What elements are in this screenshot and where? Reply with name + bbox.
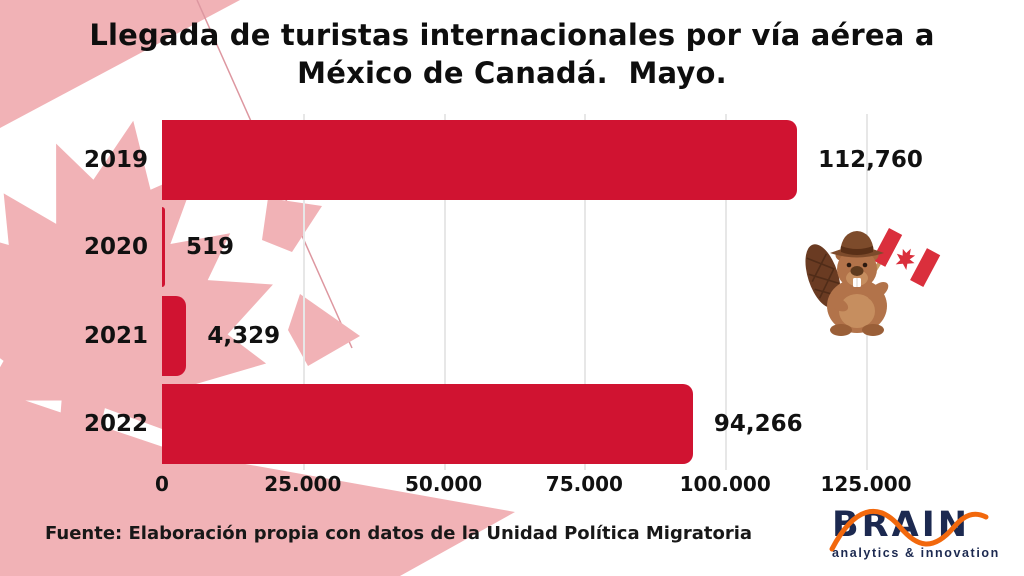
bar-value-2019: 112,760 bbox=[818, 147, 923, 173]
x-tick-75000: 75.000 bbox=[545, 472, 623, 496]
bar-2019 bbox=[162, 120, 798, 200]
gridline-100000 bbox=[725, 114, 728, 470]
x-tick-125000: 125.000 bbox=[820, 472, 912, 496]
year-label-2020: 2020 bbox=[83, 234, 148, 260]
bar-value-2020: 519 bbox=[186, 234, 235, 260]
chart-title-line1: Llegada de turistas internacionales por … bbox=[89, 18, 935, 52]
bar-2022 bbox=[162, 384, 693, 464]
x-tick-0: 0 bbox=[155, 472, 169, 496]
x-tick-100000: 100.000 bbox=[679, 472, 771, 496]
bar-value-2021: 4,329 bbox=[207, 323, 281, 349]
chart-title: Llegada de turistas internacionales por … bbox=[0, 16, 1024, 92]
x-tick-50000: 50.000 bbox=[405, 472, 483, 496]
bar-row-2020: 2020 519 bbox=[0, 207, 1024, 287]
bar-2021 bbox=[162, 296, 187, 376]
x-tick-25000: 25.000 bbox=[264, 472, 342, 496]
source-note: Fuente: Elaboración propia con datos de … bbox=[45, 523, 753, 544]
brain-logo-tagline: analytics & innovation bbox=[832, 546, 1000, 560]
brain-logo-text: BRAIN bbox=[832, 505, 971, 545]
gridline-50000 bbox=[443, 114, 446, 470]
gridline-25000 bbox=[302, 114, 305, 470]
beaver-mascot-icon bbox=[805, 228, 941, 336]
bar-row-2021: 2021 4,329 bbox=[0, 296, 1024, 376]
canada-flag-icon bbox=[872, 228, 941, 288]
brain-logo: BRAIN analytics & innovation bbox=[829, 505, 1008, 560]
chart-title-line2: México de Canadá. Mayo. bbox=[297, 56, 727, 90]
bar-2020 bbox=[162, 207, 165, 287]
year-label-2021: 2021 bbox=[83, 323, 148, 349]
bar-value-2022: 94,266 bbox=[713, 411, 803, 437]
year-label-2019: 2019 bbox=[83, 147, 148, 173]
bar-row-2022: 2022 94,266 bbox=[0, 384, 1024, 464]
maple-leaf-watermark bbox=[0, 120, 273, 547]
year-label-2022: 2022 bbox=[83, 411, 148, 437]
bar-row-2019: 2019 112,760 bbox=[0, 120, 1024, 200]
gridline-75000 bbox=[584, 114, 587, 470]
